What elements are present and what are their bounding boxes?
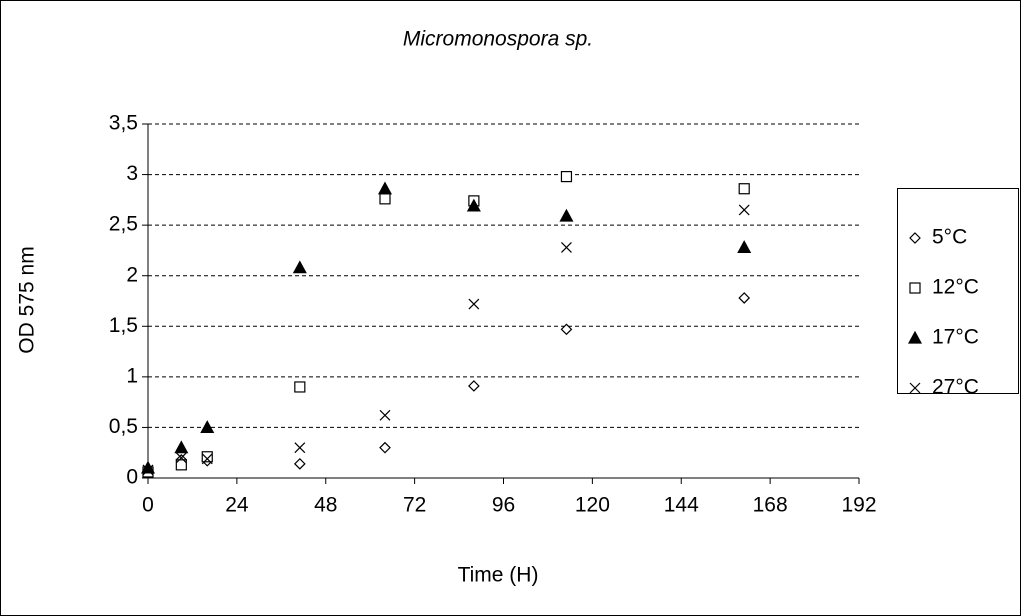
y-tick-label: 1 — [126, 364, 138, 387]
y-tick-label: 3,5 — [109, 112, 138, 135]
point — [293, 457, 306, 470]
legend-label: 12°C — [932, 276, 979, 299]
x-tick-label: 24 — [225, 494, 249, 517]
point — [379, 193, 391, 205]
point — [561, 241, 572, 253]
x-axis-label: Time (H) — [458, 564, 539, 587]
point — [379, 409, 391, 421]
point — [201, 451, 213, 463]
point — [142, 464, 154, 476]
point — [377, 181, 393, 195]
point — [174, 440, 189, 454]
y-tick-label: 2,5 — [109, 213, 138, 236]
legend-marker — [907, 330, 923, 344]
point — [468, 298, 480, 310]
y-tick-label: 0,5 — [109, 415, 138, 438]
x-tick-label: 96 — [492, 494, 515, 517]
y-tick-label: 2 — [126, 263, 138, 286]
point — [292, 260, 307, 274]
point — [201, 453, 213, 465]
point — [294, 442, 306, 454]
point — [200, 420, 215, 434]
chart-title: Micromonospora sp. — [403, 28, 593, 51]
point — [737, 240, 752, 253]
legend-marker — [909, 232, 921, 244]
x-tick-label: 48 — [314, 494, 337, 517]
point — [379, 441, 391, 454]
point — [560, 323, 573, 336]
point — [738, 292, 751, 304]
point — [466, 198, 481, 212]
point — [738, 183, 750, 195]
point — [559, 208, 574, 222]
y-tick-label: 0 — [126, 466, 138, 489]
y-tick-label: 1,5 — [109, 314, 138, 337]
point — [738, 204, 750, 216]
legend-label: 17°C — [932, 326, 979, 349]
point — [175, 452, 187, 464]
x-tick-label: 120 — [575, 494, 610, 517]
x-tick-label: 192 — [841, 494, 876, 517]
x-tick-label: 72 — [403, 494, 426, 517]
point — [175, 459, 187, 471]
point — [560, 170, 573, 183]
x-tick-label: 168 — [753, 494, 788, 517]
y-axis-label: OD 575 nm — [16, 246, 39, 353]
legend-label: 5°C — [932, 226, 967, 249]
legend-marker — [909, 382, 921, 394]
legend-label: 27°C — [932, 376, 979, 399]
legend-marker — [909, 282, 921, 294]
x-tick-label: 144 — [664, 494, 699, 517]
x-tick-label: 0 — [142, 494, 154, 517]
point — [468, 380, 480, 392]
y-tick-label: 3 — [126, 162, 138, 185]
point — [294, 381, 306, 393]
